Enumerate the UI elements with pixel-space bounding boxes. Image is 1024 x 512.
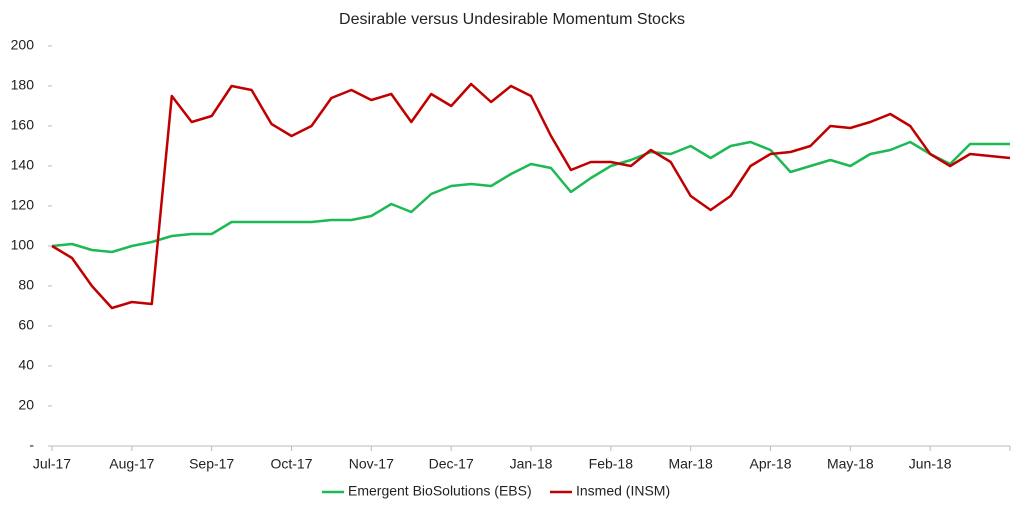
- x-tick-label: Nov-17: [349, 456, 394, 472]
- y-tick-label: 200: [11, 37, 35, 53]
- y-tick-label: 20: [18, 397, 34, 413]
- x-tick-label: Feb-18: [589, 456, 634, 472]
- x-tick-label: May-18: [827, 456, 874, 472]
- y-tick-label: -: [29, 437, 34, 453]
- x-tick-label: Oct-17: [270, 456, 312, 472]
- y-tick-label: 100: [11, 237, 35, 253]
- y-tick-label: 140: [11, 157, 35, 173]
- y-tick-label: 80: [18, 277, 34, 293]
- x-tick-label: Sep-17: [189, 456, 234, 472]
- x-tick-label: Jun-18: [909, 456, 952, 472]
- legend-label: Emergent BioSolutions (EBS): [348, 483, 532, 499]
- y-tick-label: 120: [11, 197, 35, 213]
- x-tick-label: Apr-18: [749, 456, 791, 472]
- chart-title: Desirable versus Undesirable Momentum St…: [339, 11, 685, 28]
- x-tick-label: Dec-17: [429, 456, 474, 472]
- y-tick-label: 160: [11, 117, 35, 133]
- x-tick-label: Jan-18: [510, 456, 553, 472]
- x-tick-label: Aug-17: [109, 456, 154, 472]
- y-tick-label: 40: [18, 357, 34, 373]
- x-tick-label: Mar-18: [668, 456, 713, 472]
- legend-label: Insmed (INSM): [576, 483, 670, 499]
- series-line: [51, 140, 1010, 254]
- series-line: [51, 82, 1011, 310]
- x-tick-label: Jul-17: [33, 456, 71, 472]
- y-tick-label: 180: [11, 77, 35, 93]
- y-tick-label: 60: [18, 317, 34, 333]
